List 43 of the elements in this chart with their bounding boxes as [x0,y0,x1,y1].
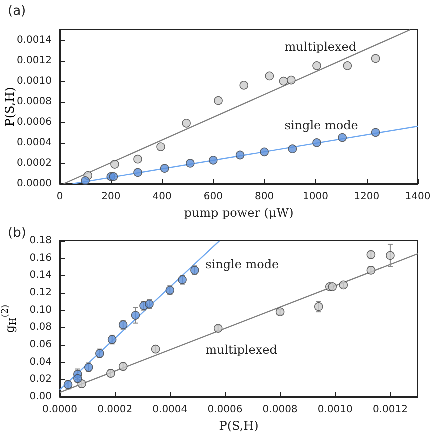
x-tick-label: 0.0012 [372,404,408,416]
annotation: multiplexed [206,343,278,358]
y-tick-label: 0.18 [30,236,52,246]
x-tick-label: 0 [56,192,64,202]
x-tick-label: 1000 [302,192,328,202]
x-tick-label: 0.0008 [262,404,298,416]
y-tick-label: 0.02 [30,374,52,386]
y-tick-label: 0.0006 [17,116,52,128]
x-tick-label: 800 [255,192,274,202]
y-tick-label: 0.0000 [17,178,52,190]
y-tick-label: 0.12 [30,288,52,298]
x-tick-label: 1400 [405,192,431,202]
annotation: single mode [284,118,358,132]
y-axis-title: P(S,H) [3,87,17,127]
annotation: multiplexed [284,40,357,54]
x-tick-label: 0.0010 [318,404,353,416]
y-tick-label: 0.0002 [17,158,52,169]
x-tick-label: 0.0004 [152,404,188,416]
y-tick-label: 0.08 [30,322,52,334]
x-tick-label: 200 [102,192,121,202]
x-tick-label: 0.0002 [98,404,133,416]
x-tick-label: 600 [204,192,223,202]
x-tick-label: 0.0000 [42,404,78,416]
chart-title: (a) [8,4,26,19]
chart-title: (b) [8,226,26,241]
y-tick-label: 0.0008 [17,96,52,108]
y-tick-label: 0.00 [30,392,52,402]
y-tick-label: 0.06 [30,340,52,350]
x-axis-title: P(S,H) [219,418,259,433]
y-tick-label: 0.0004 [17,137,52,148]
y-tick-label: 0.16 [30,252,52,264]
annotation: single mode [206,257,280,272]
y-tick-label: 0.04 [30,356,52,368]
x-axis-title: pump power (μW) [184,206,294,220]
x-tick-label: 0.0006 [208,404,243,416]
y-axis-title: gH(2) [1,304,19,334]
x-tick-label: 1200 [354,192,380,202]
y-tick-label: 0.0010 [17,76,52,87]
y-tick-label: 0.10 [30,304,52,316]
y-tick-label: 0.14 [30,270,52,282]
y-tick-label: 0.0012 [17,55,52,66]
y-tick-label: 0.0014 [17,34,52,46]
x-tick-label: 400 [152,192,172,202]
